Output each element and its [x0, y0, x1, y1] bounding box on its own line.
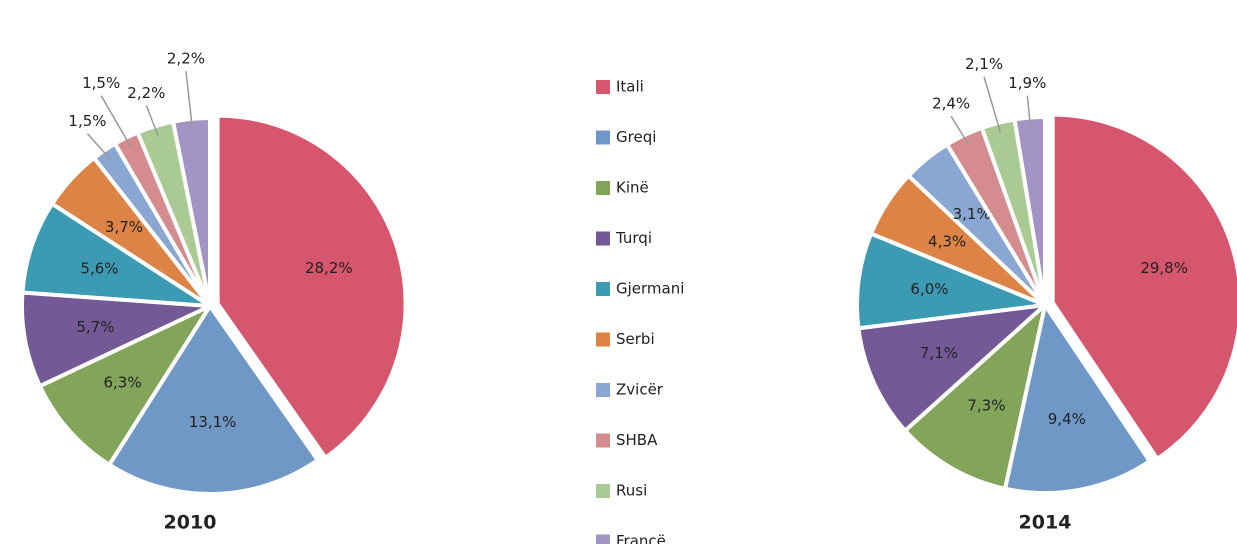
- leader-line: [100, 95, 132, 148]
- data-label: 2,2%: [167, 50, 205, 68]
- legend-label: Gjermani: [616, 280, 684, 298]
- leader-line: [983, 76, 1002, 133]
- leader-line: [86, 133, 111, 160]
- legend-swatch: [596, 332, 610, 347]
- legend-swatch: [596, 181, 610, 195]
- data-label: 2,1%: [965, 55, 1003, 73]
- legend-label: Francë: [616, 532, 666, 544]
- pie-slice: [106, 302, 321, 496]
- data-label: 4,3%: [928, 232, 966, 250]
- data-label: 6,0%: [910, 280, 948, 298]
- chart-title: 2014: [1019, 512, 1072, 534]
- data-label: 3,1%: [953, 205, 991, 223]
- legend-swatch: [596, 534, 610, 544]
- leader-line: [1026, 95, 1032, 128]
- legend-swatch: [596, 433, 610, 448]
- legend-label: Serbi: [616, 330, 655, 348]
- legend-swatch: [596, 80, 610, 94]
- pie-slice: [37, 301, 216, 468]
- legend-swatch: [596, 383, 610, 397]
- data-label: 7,1%: [920, 344, 958, 362]
- legend-label: Zvicër: [616, 381, 664, 399]
- legend-label: SHBA: [616, 431, 658, 449]
- data-label: 29,8%: [1140, 259, 1188, 277]
- data-label: 2,2%: [127, 84, 165, 102]
- pie-slice: [1002, 299, 1153, 495]
- legend-swatch: [596, 484, 610, 498]
- legend-swatch: [596, 282, 610, 296]
- legend-swatch: [596, 231, 610, 246]
- pie-slice: [856, 302, 1052, 434]
- legend-label: Kinë: [616, 179, 649, 197]
- data-label: 5,7%: [76, 318, 114, 336]
- leader-line: [950, 115, 969, 145]
- legend-label: Itali: [616, 78, 644, 96]
- data-label: 1,5%: [82, 74, 120, 92]
- legend-label: Turqi: [615, 229, 652, 247]
- leader-line: [185, 71, 194, 129]
- data-label: 3,7%: [105, 218, 143, 236]
- leader-line: [145, 105, 159, 137]
- data-label: 2,4%: [932, 95, 970, 113]
- pie-slice: [1050, 112, 1237, 462]
- data-label: 9,4%: [1048, 410, 1086, 428]
- pie-slice: [215, 113, 408, 461]
- data-label: 28,2%: [305, 259, 353, 277]
- pie-slice: [902, 299, 1049, 492]
- data-label: 5,6%: [80, 259, 118, 277]
- data-label: 6,3%: [104, 374, 142, 392]
- legend-label: Greqi: [616, 128, 656, 146]
- legend-swatch: [596, 130, 610, 145]
- data-label: 13,1%: [189, 413, 237, 431]
- chart-title: 2010: [164, 512, 217, 534]
- data-label: 1,9%: [1008, 74, 1046, 92]
- data-label: 1,5%: [68, 112, 106, 130]
- legend-label: Rusi: [616, 482, 647, 500]
- data-label: 7,3%: [967, 396, 1005, 414]
